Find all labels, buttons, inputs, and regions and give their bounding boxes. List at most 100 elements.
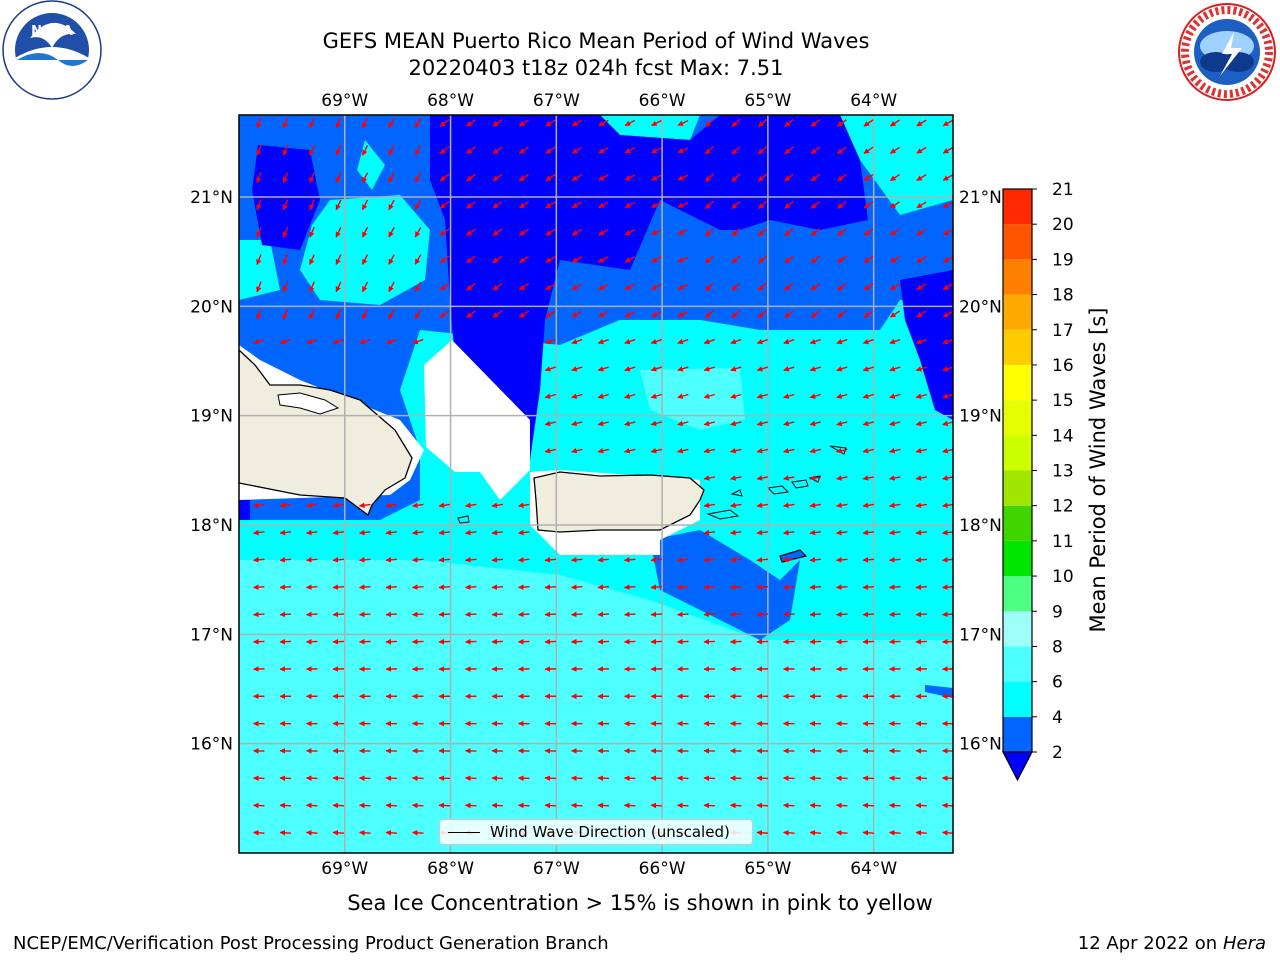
wind-wave-arrow xyxy=(309,308,315,320)
wind-wave-arrow xyxy=(279,829,292,836)
wind-wave-arrow xyxy=(465,502,477,509)
wind-wave-arrow xyxy=(862,366,874,372)
lon-ticks-bottom: 69°W 68°W 67°W 66°W 65°W 64°W xyxy=(321,859,897,879)
wind-wave-arrow xyxy=(624,366,636,372)
wind-wave-arrow xyxy=(889,447,901,454)
wind-wave-arrow xyxy=(916,256,927,263)
lon-tick-label: 65°W xyxy=(744,91,791,111)
wind-wave-arrow xyxy=(279,502,292,509)
lon-tick-label: 68°W xyxy=(427,91,474,111)
wind-wave-arrow xyxy=(941,557,953,563)
wind-wave-arrow xyxy=(282,226,289,238)
wind-wave-arrow xyxy=(676,584,689,590)
wind-wave-arrow xyxy=(783,502,795,509)
wind-wave-arrow xyxy=(358,829,371,836)
wind-wave-arrow xyxy=(835,584,848,590)
wind-wave-arrow xyxy=(677,283,689,290)
wind-wave-arrow xyxy=(544,447,557,454)
wind-wave-arrow xyxy=(256,281,262,293)
wind-wave-arrow xyxy=(309,199,315,211)
wind-wave-arrow xyxy=(518,255,529,264)
wind-wave-arrow xyxy=(810,228,821,237)
wind-wave-arrow xyxy=(624,201,636,209)
wind-wave-arrow xyxy=(624,338,636,345)
wind-wave-arrow xyxy=(915,447,928,454)
wind-wave-arrow xyxy=(571,366,583,372)
wind-wave-arrow xyxy=(888,611,901,618)
field-light-cyan-mid xyxy=(239,560,953,700)
wind-wave-arrow xyxy=(597,447,610,454)
wind-wave-arrow xyxy=(388,172,395,183)
wind-wave-arrow xyxy=(784,310,794,319)
colorbar-tick-label: 16 xyxy=(1052,356,1074,376)
wind-wave-arrow xyxy=(388,281,395,293)
wind-wave-arrow xyxy=(598,146,609,154)
wind-wave-arrow xyxy=(282,172,289,184)
wind-wave-arrow xyxy=(731,173,741,182)
wind-wave-arrow xyxy=(332,584,345,590)
wind-wave-arrow xyxy=(335,172,342,184)
wind-wave-arrow xyxy=(889,228,900,236)
wind-wave-arrow xyxy=(597,611,610,618)
field-deep-blue-ne xyxy=(900,270,953,420)
wind-wave-arrow xyxy=(492,173,503,182)
wind-wave-arrow xyxy=(705,118,714,128)
wind-wave-arrow xyxy=(756,829,769,836)
wind-wave-arrow xyxy=(783,447,795,454)
wind-wave-arrow xyxy=(598,201,609,209)
wind-wave-arrow xyxy=(837,146,847,155)
wind-wave-arrow xyxy=(916,174,927,182)
wind-wave-arrow xyxy=(388,117,395,129)
wind-wave-arrow xyxy=(570,584,583,590)
lon-tick-label: 66°W xyxy=(639,91,686,111)
wind-wave-arrow xyxy=(332,829,345,836)
wind-wave-arrow xyxy=(915,366,927,372)
wind-wave-arrow xyxy=(650,366,662,372)
wind-wave-arrow xyxy=(810,255,821,264)
wind-wave-arrow xyxy=(915,557,928,563)
wind-wave-arrow xyxy=(544,366,556,372)
lon-ticks-top: 69°W 68°W 67°W 66°W 65°W 64°W xyxy=(321,91,897,111)
wind-wave-arrow xyxy=(571,201,583,209)
wind-wave-arrow xyxy=(411,829,424,836)
wind-wave-arrow xyxy=(837,228,847,237)
lat-tick-label: 20°N xyxy=(959,297,1002,317)
wind-wave-arrow xyxy=(464,611,477,618)
legend-label: Wind Wave Direction (unscaled) xyxy=(490,823,730,841)
wind-wave-arrow xyxy=(492,146,503,155)
wind-wave-arrow xyxy=(731,146,741,155)
wind-wave-arrow xyxy=(809,802,822,809)
wind-wave-arrow xyxy=(279,584,292,590)
wind-wave-arrow xyxy=(438,529,451,536)
wind-wave-arrow xyxy=(916,283,927,291)
wind-wave-arrow xyxy=(730,393,742,399)
wind-wave-arrow xyxy=(863,310,874,318)
wind-wave-arrow xyxy=(571,310,583,318)
wind-wave-arrow xyxy=(730,475,742,481)
wind-wave-arrow xyxy=(282,144,289,156)
wind-wave-arrow xyxy=(256,226,262,238)
lon-tick-label: 69°W xyxy=(321,859,368,879)
wind-wave-arrow xyxy=(756,393,768,399)
wind-wave-arrow xyxy=(598,174,609,181)
wind-wave-arrow xyxy=(597,557,610,563)
lat-tick-label: 19°N xyxy=(959,407,1002,427)
wind-wave-arrow xyxy=(809,447,822,454)
wind-wave-arrow xyxy=(782,611,795,618)
wind-wave-arrow xyxy=(361,199,369,211)
wind-wave-arrow xyxy=(809,584,822,590)
map-legend: Wind Wave Direction (unscaled) xyxy=(439,819,753,845)
nws-logo xyxy=(1178,3,1276,101)
wind-wave-arrow xyxy=(517,529,530,536)
map-frame xyxy=(238,114,954,854)
colorbar-level xyxy=(1003,470,1032,506)
wind-wave-arrow xyxy=(571,338,583,345)
field-cyan-pocket-w xyxy=(239,240,280,300)
wind-wave-arrow xyxy=(942,256,953,263)
lat-tick-label: 16°N xyxy=(959,735,1002,755)
wind-wave-arrow xyxy=(492,255,503,264)
wind-wave-arrow xyxy=(730,338,742,345)
wind-wave-arrow xyxy=(809,420,822,427)
wind-wave-arrow xyxy=(545,283,556,291)
wind-wave-arrow xyxy=(703,529,716,536)
